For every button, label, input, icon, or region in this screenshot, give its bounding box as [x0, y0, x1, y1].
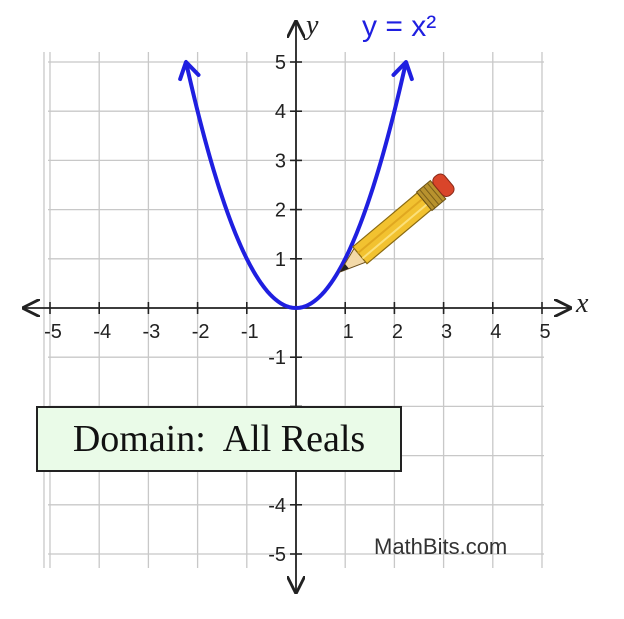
x-tick-label: -4	[93, 321, 111, 343]
x-tick-label: 2	[392, 321, 403, 343]
y-tick-label: -5	[268, 544, 286, 566]
watermark: MathBits.com	[374, 534, 507, 559]
y-tick-label: 5	[275, 52, 286, 74]
x-axis-label: x	[575, 288, 589, 319]
x-tick-label: -2	[192, 321, 210, 343]
y-tick-label: 1	[275, 249, 286, 271]
x-tick-label: 4	[490, 321, 501, 343]
y-tick-label: -4	[268, 495, 286, 517]
x-tick-label: 1	[343, 321, 354, 343]
x-tick-label: -5	[44, 321, 62, 343]
x-tick-label: -1	[241, 321, 259, 343]
equation-label: y = x²	[362, 10, 436, 43]
y-tick-label: 3	[275, 150, 286, 172]
y-axis-label: y	[303, 10, 319, 41]
grid	[44, 52, 544, 568]
y-tick-label: 4	[275, 101, 286, 123]
x-tick-label: -3	[143, 321, 161, 343]
domain-box: Domain: All Reals	[36, 406, 402, 472]
y-tick-label: 2	[275, 200, 286, 222]
x-tick-label: 5	[539, 321, 550, 343]
y-tick-label: -1	[268, 347, 286, 369]
pencil-shaft	[353, 193, 431, 264]
x-tick-label: 3	[441, 321, 452, 343]
